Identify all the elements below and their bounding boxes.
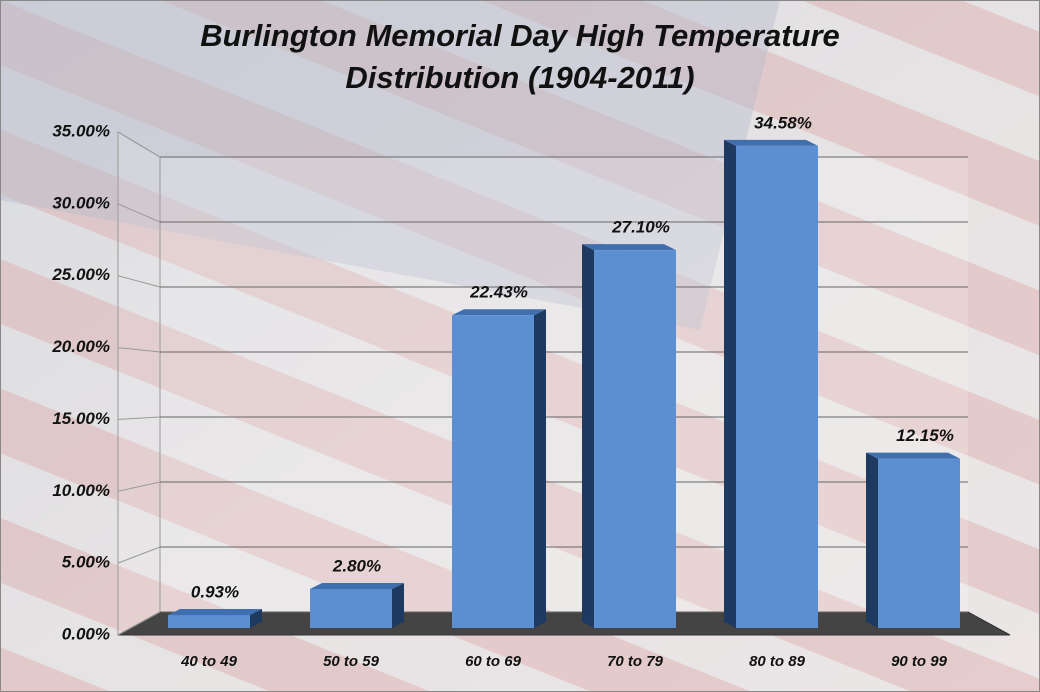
- bar: [310, 588, 392, 628]
- value-label: 0.93%: [191, 583, 239, 602]
- bar: [594, 250, 676, 629]
- bar-top: [724, 139, 818, 146]
- chart-title: Distribution (1904-2011): [345, 60, 694, 95]
- bar-top: [582, 244, 676, 251]
- y-tick-label: 15.00%: [52, 409, 110, 428]
- bar-top: [866, 452, 960, 459]
- plot-area: 0.00% 5.00% 10.00% 15.00% 20.00% 25.00% 30.00%…: [51, 113, 1011, 670]
- y-tick-label: 0.00%: [62, 624, 110, 643]
- grid-line: [117, 416, 161, 420]
- value-label: 2.80%: [332, 556, 381, 575]
- x-tick-label: 60 to 69: [465, 653, 522, 670]
- value-label: 34.58%: [754, 113, 812, 132]
- grid-line: [117, 131, 161, 158]
- bar: [452, 315, 534, 628]
- bar: [168, 615, 250, 628]
- y-tick-label: 30.00%: [52, 193, 110, 212]
- bar-side: [250, 609, 262, 628]
- x-tick-label: 50 to 59: [323, 653, 380, 670]
- side-wall: [117, 131, 161, 636]
- grid-line: [117, 347, 161, 353]
- bar-side: [582, 244, 594, 629]
- y-tick-label: 20.00%: [51, 337, 110, 356]
- x-tick-label: 70 to 79: [607, 653, 664, 670]
- bar: [878, 458, 960, 628]
- value-label: 27.10%: [611, 218, 670, 237]
- x-tick-label: 40 to 49: [180, 653, 238, 670]
- bar-side: [392, 582, 404, 628]
- grid-line: [117, 275, 161, 288]
- bar: [736, 145, 818, 628]
- y-tick-label: 35.00%: [52, 121, 110, 140]
- chart-title: Burlington Memorial Day High Temperature: [200, 18, 840, 53]
- x-tick-label: 80 to 89: [749, 653, 806, 670]
- grid-line: [117, 546, 161, 564]
- bar-top: [310, 582, 404, 589]
- y-tick-label: 25.00%: [51, 265, 110, 284]
- value-label: 22.43%: [469, 283, 528, 302]
- grid-line: [117, 481, 161, 492]
- bar-side: [866, 452, 878, 628]
- back-wall: [160, 157, 968, 612]
- grid-line: [117, 611, 161, 636]
- y-tick-label: 5.00%: [62, 553, 110, 572]
- value-label: 12.15%: [896, 426, 954, 445]
- bar-top: [168, 609, 262, 616]
- bar-side: [724, 139, 736, 628]
- bar-top: [452, 309, 546, 316]
- bar-side: [534, 309, 546, 628]
- x-tick-label: 90 to 99: [891, 653, 948, 670]
- y-tick-label: 10.00%: [52, 481, 110, 500]
- grid-line: [117, 203, 161, 223]
